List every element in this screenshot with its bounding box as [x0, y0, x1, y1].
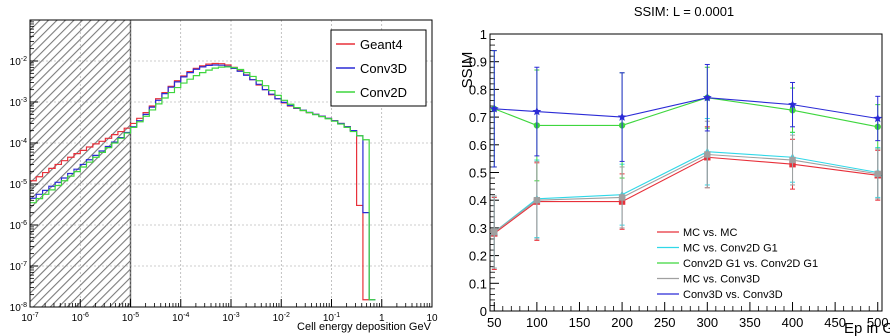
series-line: [493, 153, 878, 233]
right-x-tick-label: 400: [782, 315, 804, 330]
series-line: [494, 97, 878, 120]
x-tick-label: 10: [426, 313, 438, 324]
series-line: [494, 97, 878, 128]
data-point: [532, 106, 542, 116]
right-y-tick-label: 0.7: [469, 110, 487, 125]
right-x-tick-label: 500: [867, 315, 889, 330]
right-y-axis-label: SSIM: [459, 52, 476, 89]
right-y-tick-label: 0.3: [469, 221, 487, 236]
x-tick-label: 10-5: [122, 312, 139, 324]
excluded-region-hatch: [30, 20, 131, 307]
legend-label-conv2d: Conv2D: [360, 85, 407, 100]
right-x-tick-label: 200: [611, 315, 633, 330]
data-point: [533, 197, 541, 204]
ssim-chart: SSIM: L = 0.0001 0 0.1 0.2 0.3 0.4 0.5 0.6 0.7 0…: [452, 0, 890, 336]
y-tick-label: 10-4: [10, 138, 27, 150]
right-x-tick-label: 250: [654, 315, 676, 330]
data-point: [873, 113, 883, 123]
right-x-tick-label: 50: [487, 315, 501, 330]
right-x-tick-label: 100: [526, 315, 548, 330]
data-point: [489, 104, 499, 113]
data-point: [704, 151, 711, 158]
right-y-tick-label: 0.1: [469, 276, 487, 291]
data-point: [491, 228, 498, 236]
legend-label-mc-vs-conv3d: MC vs. Conv3D: [683, 274, 760, 286]
x-tick-label: 10-6: [72, 312, 89, 324]
right-x-tick-label: 300: [696, 315, 718, 330]
right-y-tick-label: 0.4: [469, 193, 487, 208]
y-tick-label: 10-5: [10, 179, 27, 191]
legend-label-conv3d: Conv3D: [360, 61, 407, 76]
right-x-axis-label: Ep in GeV: [844, 320, 890, 336]
right-x-tick-label: 150: [569, 315, 591, 330]
data-point: [617, 112, 627, 121]
y-tick-label: 10-3: [10, 97, 27, 109]
right-y-tick-label: 0.8: [469, 82, 487, 97]
x-tick-label: 10-1: [323, 312, 340, 324]
legend-label-conv3d-vs-conv3d: Conv3D vs. Conv3D: [683, 289, 783, 301]
right-chart-title: SSIM: L = 0.0001: [634, 4, 734, 19]
data-point: [618, 194, 626, 201]
series-line: [493, 156, 878, 234]
data-point: [702, 93, 712, 102]
right-y-tick-label: 1: [480, 27, 487, 42]
y-tick-label: 10-8: [10, 302, 27, 314]
legend-label-mc-vs-mc: MC vs. MC: [683, 227, 737, 239]
right-background: [452, 0, 890, 336]
x-tick-label: 10-4: [172, 312, 189, 324]
x-tick-label: 10-7: [21, 312, 38, 324]
data-point: [789, 156, 796, 164]
right-y-tick-label: 0.2: [469, 249, 487, 264]
right-y-tick-label: 0.6: [469, 138, 487, 153]
histogram-series-conv2d: [30, 66, 376, 301]
series-mc-vs-conv3d: [491, 120, 881, 269]
series-line: [493, 151, 878, 233]
right-y-tick-label: 0: [480, 304, 487, 319]
left-legend-box: [330, 29, 427, 107]
data-point: [874, 170, 881, 178]
legend-label-mc-vs-conv2d-g1: MC vs. Conv2D G1: [683, 243, 778, 255]
legend-label-geant4: Geant4: [360, 37, 403, 52]
y-tick-label: 10-6: [10, 220, 27, 232]
right-x-tick-label: 450: [824, 315, 846, 330]
energy-deposition-histogram: 10-7 10-6 10-5 10-4 10-3 10-2 10-1 1 1010-810-71…: [9, 19, 438, 333]
right-y-tick-label: 0.9: [469, 55, 487, 70]
y-tick-label: 10-7: [10, 261, 27, 273]
y-tick-label: 10-2: [10, 56, 27, 68]
right-y-tick-label: 0.5: [469, 166, 487, 181]
x-tick-label: 10-2: [273, 312, 290, 324]
x-tick-label: 10-3: [222, 312, 239, 324]
left-x-axis-label: Cell energy deposition GeV: [297, 321, 432, 333]
series-conv3d-vs-conv3d: [489, 50, 883, 168]
data-point: [788, 100, 797, 109]
legend-label-conv2d-g1-vs-conv2d-g1: Conv2D G1 vs. Conv2D G1: [683, 258, 818, 270]
x-tick-label: 1: [379, 313, 385, 324]
right-x-tick-label: 350: [739, 315, 761, 330]
